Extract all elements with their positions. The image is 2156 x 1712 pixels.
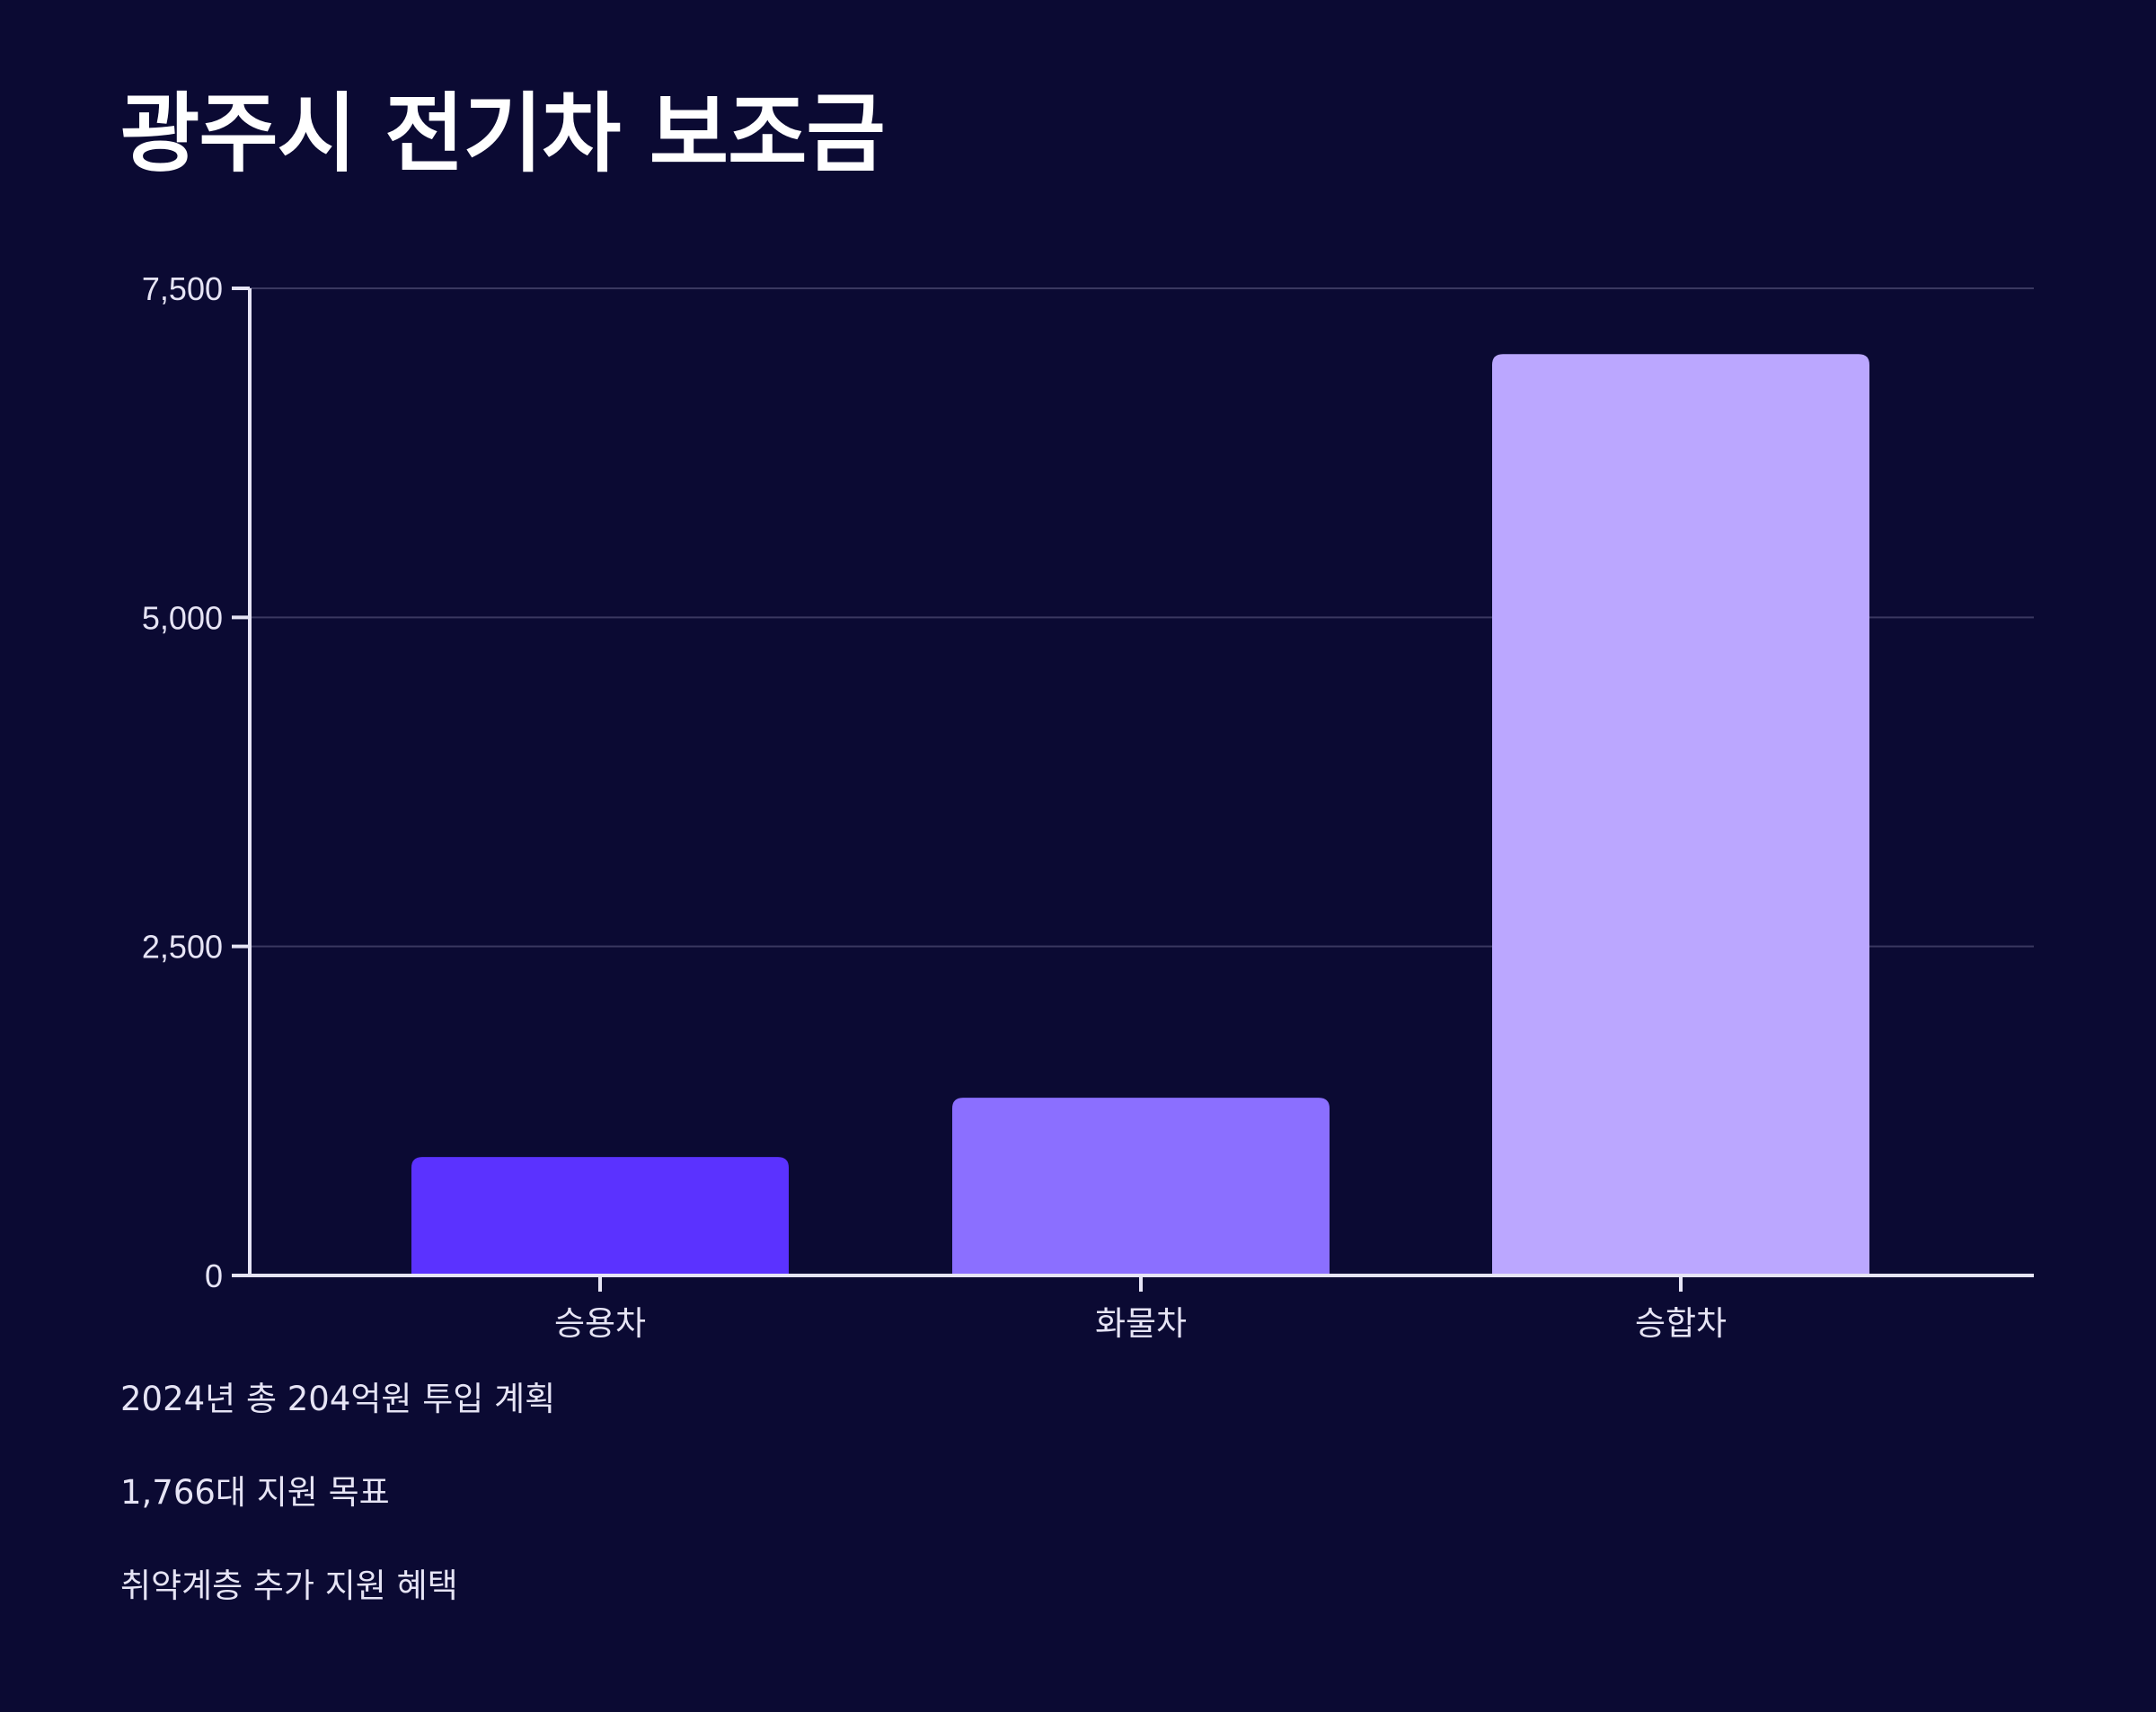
note-budget: 2024년 총 204억원 투입 계획 [120,1380,556,1418]
y-tick-label: 5,000 [142,599,223,636]
x-tick-label: 승합차 [1635,1304,1727,1343]
notes-list: 2024년 총 204억원 투입 계획 1,766대 지원 목표 취약계층 추가… [120,1374,555,1655]
bar-2 [1492,354,1869,1276]
note-benefit: 취약계층 추가 지원 혜택 [120,1566,458,1605]
y-tick-label: 0 [205,1258,223,1294]
y-tick-label: 7,500 [142,270,223,307]
chart-title: 광주시 전기차 보조금 [120,84,886,184]
y-tick-label: 2,500 [142,929,223,966]
bar-1 [952,1098,1330,1275]
note-target: 1,766대 지원 목표 [120,1473,390,1512]
bar-0 [411,1157,789,1275]
x-tick-label: 화물차 [1095,1304,1187,1343]
x-tick-label: 승용차 [554,1304,646,1343]
